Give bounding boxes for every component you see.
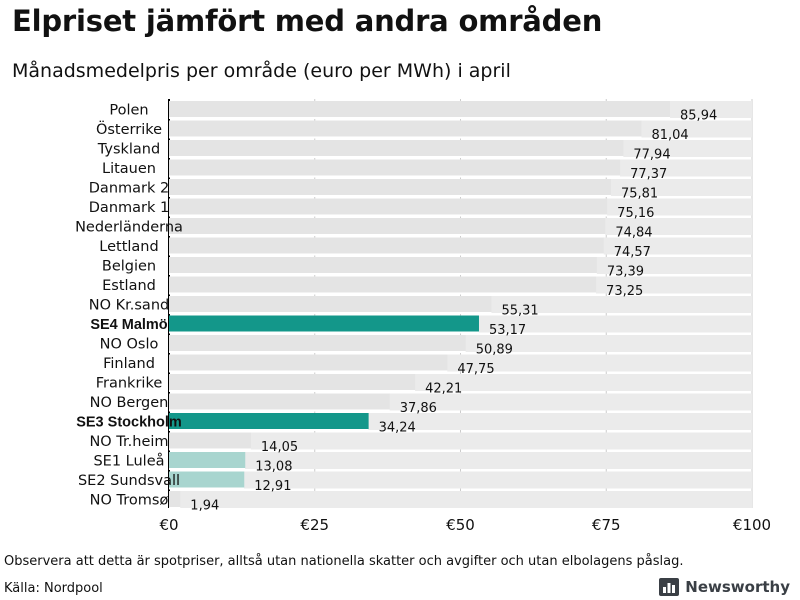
bar xyxy=(169,179,611,196)
category-label: Lettland xyxy=(99,239,158,255)
bar xyxy=(169,296,492,313)
value-label: 75,81 xyxy=(621,187,658,202)
bar xyxy=(169,413,369,430)
chart-title: Elpriset jämfört med andra områden xyxy=(12,4,603,38)
source-note: Källa: Nordpool xyxy=(4,581,103,596)
bar xyxy=(169,257,597,274)
bar xyxy=(169,315,479,333)
bar xyxy=(169,101,671,118)
footnote: Observera att detta är spotpriser, allts… xyxy=(4,554,684,569)
x-tick-label: €100 xyxy=(733,516,771,534)
bar xyxy=(169,140,624,157)
category-label: NO Bergen xyxy=(90,395,169,411)
value-label: 55,31 xyxy=(501,304,538,319)
bar xyxy=(169,393,390,411)
category-label: Belgien xyxy=(102,259,156,275)
bars xyxy=(169,101,752,509)
value-label: 73,39 xyxy=(607,265,644,280)
bar xyxy=(169,120,642,138)
bar-track xyxy=(169,432,752,450)
value-label: 14,05 xyxy=(261,440,298,455)
value-label: 50,89 xyxy=(476,343,513,358)
bar xyxy=(169,276,597,294)
category-label: Polen xyxy=(109,103,148,119)
category-label: Litauen xyxy=(102,161,156,177)
value-label: 34,24 xyxy=(379,421,416,436)
category-label: Estland xyxy=(102,278,156,294)
bar xyxy=(169,218,606,235)
bar-track xyxy=(169,452,752,469)
brand-logo: Newsworthy xyxy=(659,578,790,596)
brand-name: Newsworthy xyxy=(685,578,790,596)
category-label: Österrike xyxy=(96,120,162,138)
value-label: 42,21 xyxy=(425,382,462,397)
bar-chart: €0 €25 €50 €75 €100 Polen 85,94 Österrike 81,04 T… xyxy=(75,99,771,535)
bar-chart-logo-icon xyxy=(659,578,680,596)
value-label: 74,57 xyxy=(614,245,651,260)
bar xyxy=(169,354,448,372)
value-label: 37,86 xyxy=(400,401,437,416)
category-label: Finland xyxy=(103,356,155,372)
category-label: NO Tr.heim xyxy=(89,434,168,450)
category-label: NO Tromsø xyxy=(90,493,169,509)
bar xyxy=(169,452,246,469)
value-label: 75,16 xyxy=(617,206,654,221)
chart-subtitle: Månadsmedelpris per område (euro per MWh… xyxy=(12,60,511,82)
value-label: 73,25 xyxy=(606,284,643,299)
bar xyxy=(169,491,181,508)
bar xyxy=(169,432,251,450)
category-label: NO Oslo xyxy=(100,337,159,353)
category-label: Danmark 2 xyxy=(89,181,169,197)
category-label: Frankrike xyxy=(96,376,163,392)
bar xyxy=(169,198,608,216)
value-label: 74,84 xyxy=(615,226,652,241)
category-label: Nederländerna xyxy=(75,220,183,236)
bar-track xyxy=(169,471,752,489)
category-label: SE4 Malmö xyxy=(90,317,167,333)
value-label: 77,94 xyxy=(633,148,670,163)
category-label: SE3 Stockholm xyxy=(76,415,182,431)
bar xyxy=(169,471,245,489)
value-label: 77,37 xyxy=(630,167,667,182)
value-label: 1,94 xyxy=(190,499,219,514)
x-tick-label: €75 xyxy=(592,516,621,534)
value-label: 81,04 xyxy=(651,128,688,143)
value-label: 47,75 xyxy=(457,362,494,377)
bar xyxy=(169,237,604,255)
x-tick-label: €25 xyxy=(300,516,329,534)
value-label: 12,91 xyxy=(254,479,291,494)
bar xyxy=(169,335,466,352)
x-tick-label: €50 xyxy=(446,516,475,534)
value-label: 85,94 xyxy=(680,109,717,124)
category-label: SE2 Sundsvall xyxy=(78,473,180,489)
bar-track xyxy=(169,491,752,508)
category-label: NO Kr.sand xyxy=(89,298,169,314)
category-label: SE1 Luleå xyxy=(93,453,164,470)
category-label: Danmark 1 xyxy=(89,200,169,216)
category-label: Tyskland xyxy=(97,142,160,158)
value-label: 13,08 xyxy=(255,460,292,475)
bar xyxy=(169,374,416,391)
value-label: 53,17 xyxy=(489,323,526,338)
bar xyxy=(169,159,621,177)
x-tick-label: €0 xyxy=(159,516,178,534)
labels: €0 €25 €50 €75 €100 Polen 85,94 Österrike 81,04 T… xyxy=(75,103,771,535)
